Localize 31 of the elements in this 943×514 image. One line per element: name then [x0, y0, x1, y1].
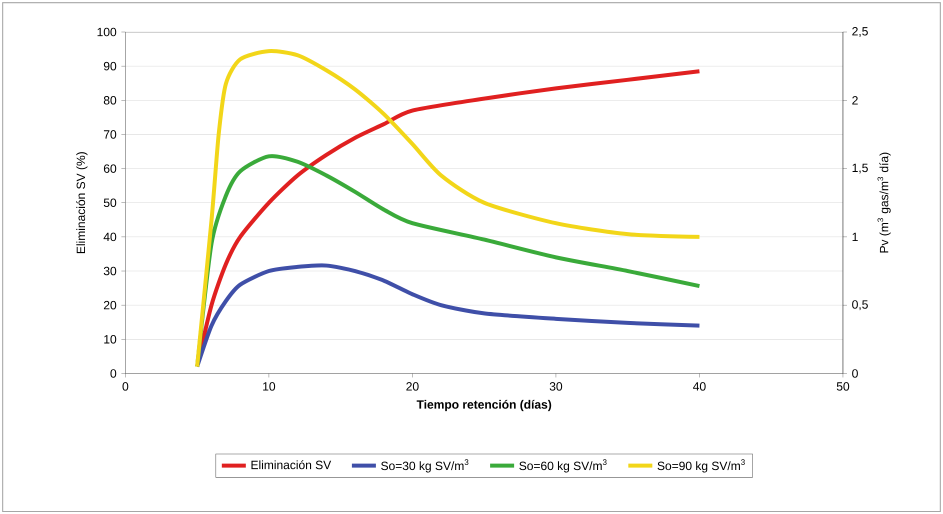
x-tick-label: 20 — [406, 382, 419, 391]
y2-tick-label: 1,5 — [852, 164, 868, 174]
line-series — [195, 263, 702, 369]
y2-tick-label: 0 — [852, 369, 858, 378]
y2-tick-label: 2 — [852, 96, 858, 104]
x-axis-title: Tiempo retención (días) — [416, 400, 552, 412]
y-tick-label: 60 — [104, 164, 116, 173]
x-tick-label: 10 — [263, 382, 276, 391]
legend-label: So=30 kg SV/m$^{3}$ — [381, 459, 468, 472]
y-tick-label: 0 — [110, 369, 116, 378]
y2-tick-label: 1 — [852, 232, 858, 241]
y-tick-label: 80 — [104, 96, 116, 104]
y-tick-label: 50 — [104, 198, 116, 207]
legend-label: So=90 kg SV/m$^{3}$ — [658, 459, 745, 472]
y2-tick-label: 0,5 — [852, 300, 868, 310]
x-tick-label: 40 — [693, 382, 706, 391]
y-tick-label: 30 — [104, 266, 116, 276]
y-tick-label: 90 — [104, 62, 116, 70]
x-tick-label: 30 — [550, 382, 562, 391]
legend-label: So=60 kg SV/m$^{3}$ — [519, 459, 607, 472]
x-tick-label: 50 — [836, 382, 850, 391]
legend-label: Eliminación SV — [251, 460, 332, 470]
y-axis-title: Eliminación SV (%) — [76, 152, 88, 254]
x-tick-label: 0 — [122, 382, 128, 391]
y2-tick-label: 2,5 — [852, 26, 868, 37]
y-tick-label: 70 — [104, 130, 116, 139]
y-tick-label: 10 — [104, 334, 116, 344]
y2-axis-title: Pv (m$^{3}$ gas/m$^{3}$ día) — [878, 152, 891, 252]
y-tick-label: 100 — [98, 28, 116, 36]
y-tick-label: 40 — [104, 232, 116, 242]
y-tick-label: 20 — [104, 300, 116, 310]
